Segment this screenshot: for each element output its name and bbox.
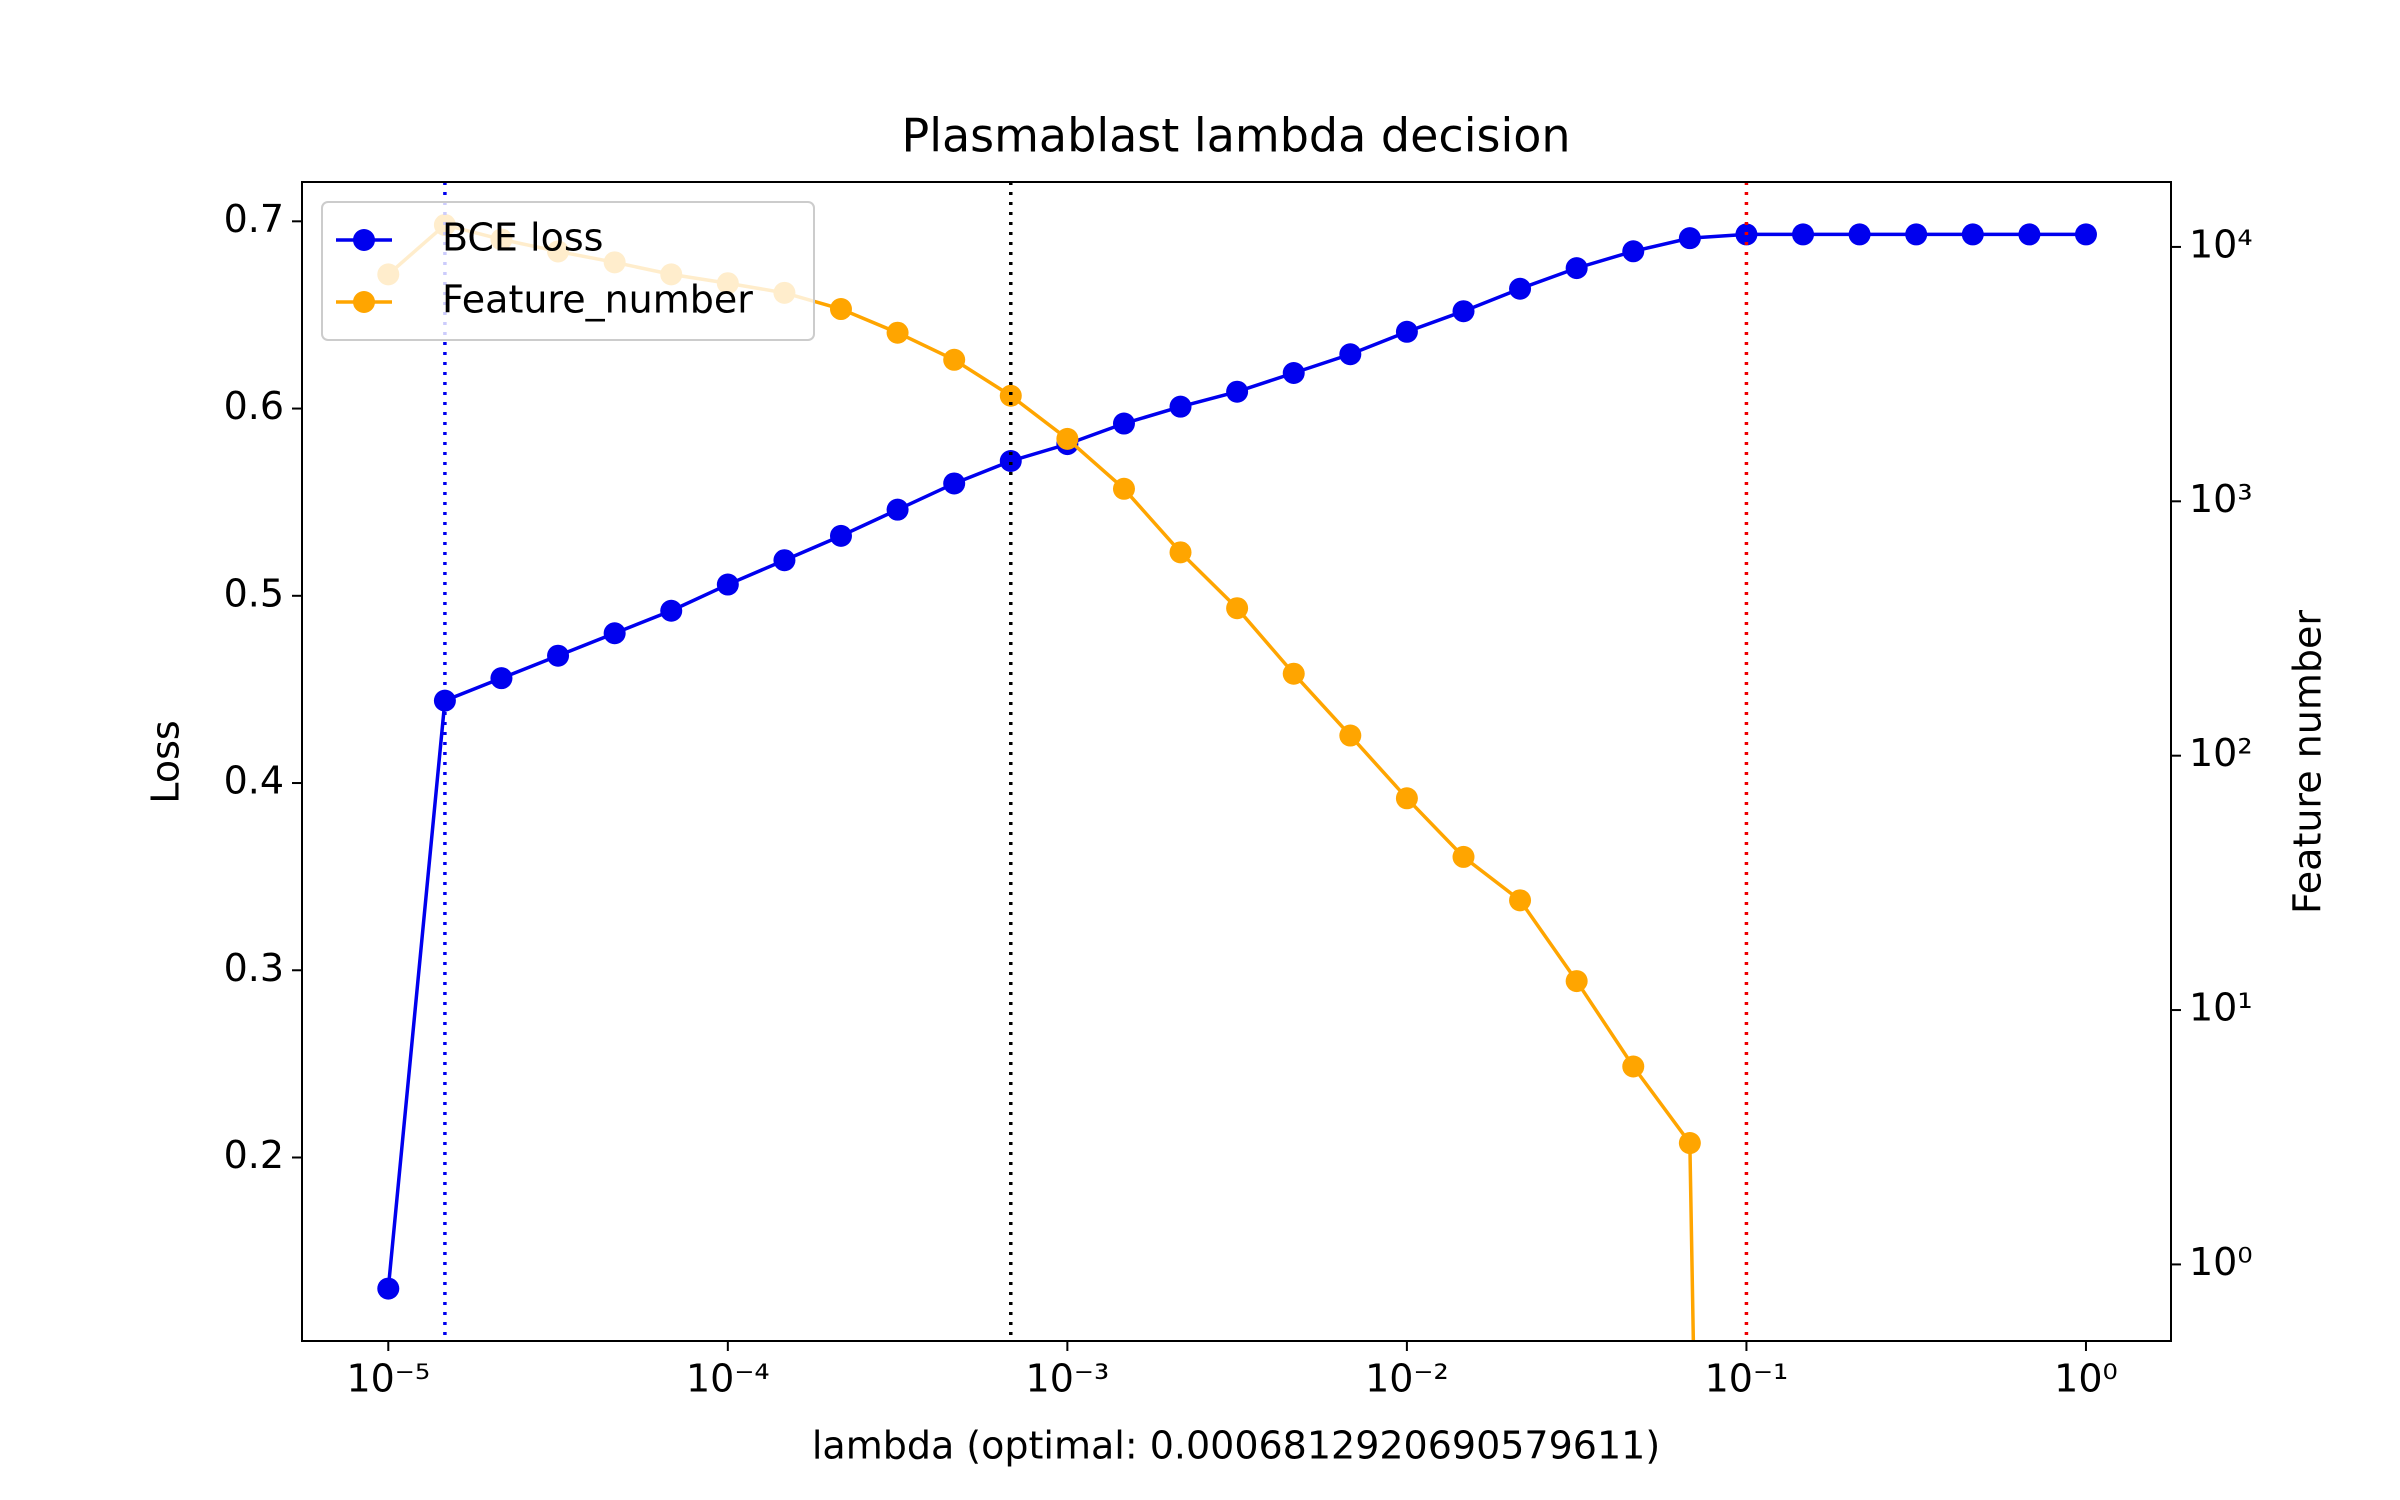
data-point <box>603 622 626 645</box>
y2-tick-label: 10³ <box>2189 477 2253 521</box>
data-point <box>886 321 909 344</box>
data-point <box>1452 845 1475 868</box>
legend-label: Feature_number <box>442 278 753 322</box>
y2-tick-label: 10⁴ <box>2189 222 2253 266</box>
data-point <box>1452 300 1475 323</box>
x-tick-label: 10⁻³ <box>1026 1357 1110 1401</box>
y-tick-label: 0.4 <box>224 759 284 803</box>
data-point <box>773 549 796 572</box>
data-point <box>943 348 966 371</box>
data-point <box>1169 395 1192 418</box>
y2-tick-label: 10⁰ <box>2189 1240 2253 1284</box>
data-point <box>999 384 1022 407</box>
data-point <box>1226 380 1249 403</box>
data-point <box>660 599 683 622</box>
data-point <box>716 573 739 596</box>
data-point <box>433 689 456 712</box>
data-point <box>1282 361 1305 384</box>
y-axis-label: Loss <box>144 720 188 803</box>
y-tick-label: 0.5 <box>224 571 284 615</box>
data-point <box>1056 427 1079 450</box>
x-tick-label: 10⁻⁴ <box>686 1357 770 1401</box>
data-point <box>1112 477 1135 500</box>
data-point <box>829 298 852 321</box>
data-point <box>1226 597 1249 620</box>
data-point <box>1169 541 1192 564</box>
chart-title: Plasmablast lambda decision <box>901 109 1570 163</box>
axes-frame <box>301 181 2172 1342</box>
x-tick-label: 10⁻⁵ <box>346 1357 430 1401</box>
data-point <box>1848 223 1871 246</box>
data-point <box>829 524 852 547</box>
legend: BCE loss Feature_number <box>321 201 815 341</box>
y2-tick-label: 10² <box>2189 731 2253 775</box>
data-point <box>1565 970 1588 993</box>
data-point <box>1622 240 1645 263</box>
data-point <box>1905 223 1928 246</box>
data-point <box>1961 223 1984 246</box>
data-point <box>490 667 513 690</box>
legend-marker <box>353 229 375 251</box>
x-tick-label: 10⁰ <box>2054 1357 2118 1401</box>
x-axis-label: lambda (optimal: 0.0006812920690579611) <box>812 1424 1660 1468</box>
data-point <box>1509 277 1532 300</box>
y-tick-label: 0.3 <box>224 946 284 990</box>
x-tick-label: 10⁻² <box>1365 1357 1449 1401</box>
legend-marker <box>353 291 375 313</box>
data-point <box>377 1277 400 1300</box>
data-point <box>1395 320 1418 343</box>
data-point <box>1282 662 1305 685</box>
y-tick-label: 0.2 <box>224 1133 284 1177</box>
y2-tick-label: 10¹ <box>2189 986 2253 1030</box>
x-tick-label: 10⁻¹ <box>1705 1357 1789 1401</box>
data-point <box>1565 257 1588 280</box>
data-point <box>2074 223 2097 246</box>
data-point <box>886 498 909 521</box>
data-point <box>1678 1132 1701 1155</box>
data-point <box>943 472 966 495</box>
data-point <box>999 449 1022 472</box>
legend-label: BCE loss <box>442 216 603 260</box>
y-tick-label: 0.6 <box>224 384 284 428</box>
data-point <box>1395 787 1418 810</box>
data-point <box>1112 412 1135 435</box>
data-point <box>2018 223 2041 246</box>
legend-box <box>321 201 815 341</box>
data-point <box>1678 227 1701 250</box>
data-point <box>1339 343 1362 366</box>
data-point <box>1509 889 1532 912</box>
y2-axis-label: Feature number <box>2286 610 2330 914</box>
data-point <box>1339 724 1362 747</box>
y-tick-label: 0.7 <box>224 197 284 241</box>
data-point <box>1622 1055 1645 1078</box>
data-point <box>547 644 570 667</box>
data-point <box>1792 223 1815 246</box>
